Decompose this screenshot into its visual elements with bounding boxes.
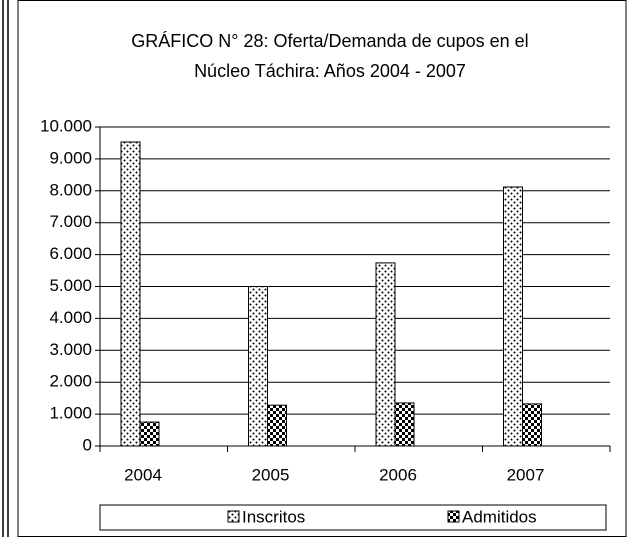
legend-label: Inscritos (242, 507, 305, 526)
legend-swatch (227, 510, 240, 523)
y-tick-label: 2.000 (49, 372, 92, 391)
y-tick-label: 7.000 (49, 212, 92, 231)
legend-label: Admitidos (462, 507, 537, 526)
x-tick-label: 2005 (252, 465, 290, 484)
x-tick-label: 2004 (124, 465, 162, 484)
y-tick-label: 9.000 (49, 148, 92, 167)
bar (139, 421, 160, 447)
chart-frame (17, 0, 627, 537)
x-tick-label: 2007 (507, 465, 545, 484)
legend-swatch (447, 510, 460, 523)
bar (394, 402, 415, 447)
y-tick-label: 8.000 (49, 180, 92, 199)
bar (267, 404, 287, 447)
chart-title: GRÁFICO N° 28: Oferta/Demanda de cupos e… (131, 31, 528, 51)
y-tick-label: 0 (83, 435, 92, 454)
bar (248, 286, 268, 447)
y-tick-label: 4.000 (49, 308, 92, 327)
bar (120, 141, 141, 447)
bar (503, 186, 523, 447)
y-tick-label: 3.000 (49, 340, 92, 359)
y-tick-label: 10.000 (40, 116, 92, 135)
bar (375, 262, 396, 447)
y-tick-label: 5.000 (49, 276, 92, 295)
x-tick-label: 2006 (379, 465, 417, 484)
bar (522, 403, 542, 447)
chart-title: Núcleo Táchira: Años 2004 - 2007 (194, 61, 466, 81)
legend-box (99, 504, 607, 531)
y-tick-label: 1.000 (49, 404, 92, 423)
y-tick-label: 6.000 (49, 244, 92, 263)
